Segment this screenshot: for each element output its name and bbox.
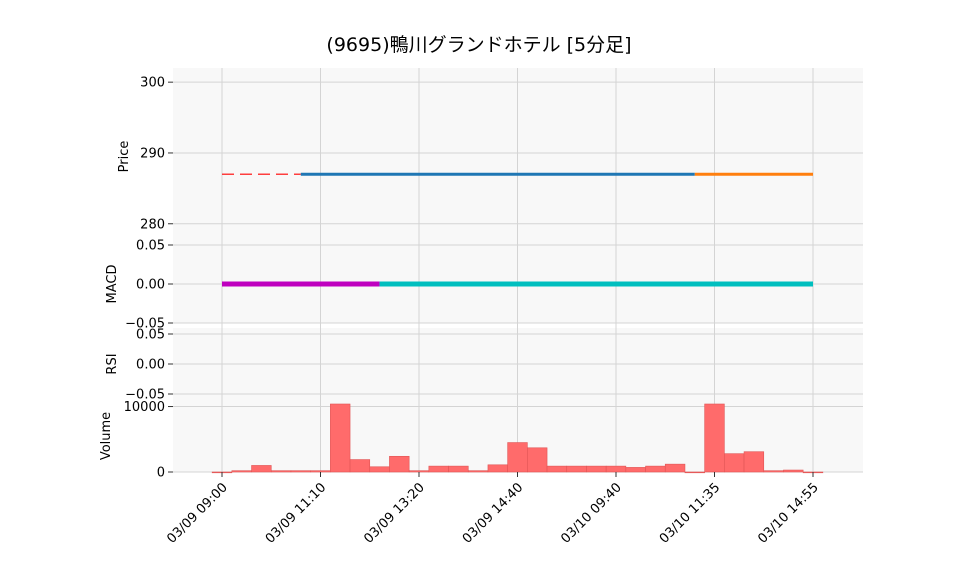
y-tick-label: −0.05 [125,317,165,332]
volume-bar [330,403,351,473]
volume-bar [527,447,548,473]
volume-bar [684,471,705,474]
y-tick-label: 0.00 [136,278,165,293]
volume-bar [566,465,587,473]
y-tick-label: 300 [140,76,165,91]
x-tick-label: 03/10 11:35 [657,480,724,547]
x-tick-label: 03/09 09:00 [164,480,231,547]
volume-bar [586,465,607,473]
y-tick-label: 0.05 [136,239,165,254]
volume-bar [704,403,725,473]
y-tick-label: 10000 [124,400,165,415]
volume-bar [664,463,686,473]
volume-bar [290,470,311,473]
volume-bar [724,453,745,473]
y-tick-label: 0 [157,466,165,481]
volume-bar [448,465,469,473]
volume-bar [231,470,252,473]
volume-bar [605,465,627,473]
volume-bar [428,465,449,473]
y-axis-label: MACD [105,265,120,304]
y-tick-label: 290 [140,146,165,161]
y-axis-label: Volume [99,412,114,460]
volume-bar [310,470,331,473]
volume-bar [783,469,804,473]
x-tick-label: 03/10 09:40 [558,480,625,547]
x-tick-label: 03/09 14:40 [460,480,527,547]
volume-bar [625,467,646,473]
volume-bar [270,470,292,473]
volume-bar [546,465,568,473]
volume-bar [487,464,508,473]
volume-bar [408,470,430,473]
x-tick-label: 03/10 14:55 [755,480,822,547]
volume-bar [763,470,784,473]
y-tick-label: 280 [140,217,165,232]
volume-bar [349,459,371,473]
volume-bar [645,465,666,473]
y-axis-label: RSI [105,353,120,374]
x-tick-label: 03/09 13:20 [361,480,428,547]
volume-bar [507,442,528,473]
chart-title: (9695)鴨川グランドホテル [5分足] [326,34,632,56]
volume-bar [251,465,272,473]
volume-bar [369,466,390,473]
y-axis-label: Price [117,141,132,173]
x-tick-label: 03/09 11:10 [263,480,330,547]
y-tick-label: −0.05 [125,388,165,403]
volume-bar [389,455,410,473]
volume-bar [743,451,765,473]
y-tick-label: 0.00 [136,358,165,373]
volume-bar [467,470,489,473]
y-tick-label: 0.05 [136,328,165,343]
